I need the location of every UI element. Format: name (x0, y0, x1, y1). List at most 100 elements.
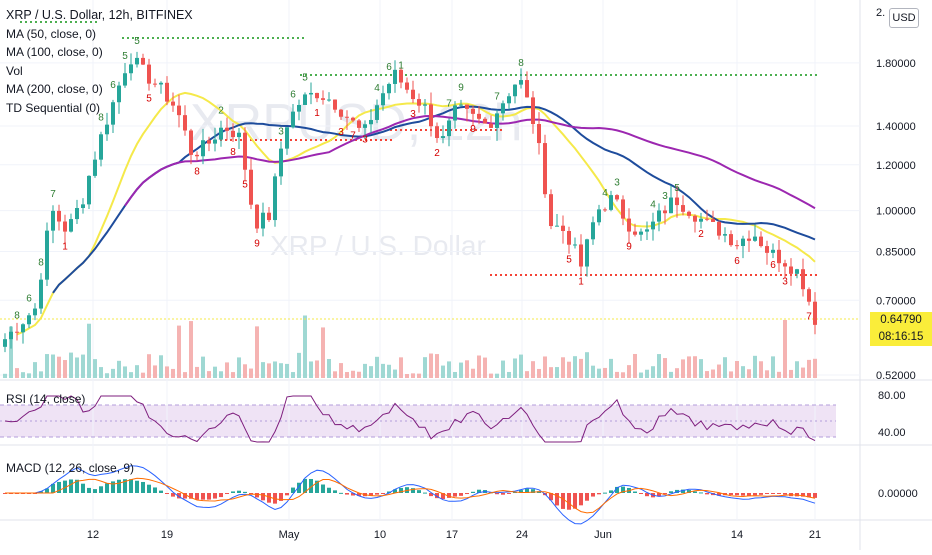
symbol-title[interactable]: XRP / U.S. Dollar, 12h, BITFINEX (6, 8, 193, 22)
td-count-label: 7 (446, 99, 452, 110)
candle-body (525, 80, 529, 98)
current-price-value: 0.64790 (880, 314, 922, 326)
candle-body (441, 136, 445, 139)
candle-body (453, 105, 457, 121)
candle-body (801, 269, 805, 290)
macd-histogram-bar (597, 493, 601, 495)
candle-body (759, 236, 763, 247)
td-count-label: 5 (242, 180, 248, 191)
rsi-pane[interactable] (4, 395, 816, 443)
volume-bar (411, 373, 415, 378)
candle-body (255, 204, 259, 229)
macd-histogram-bar (111, 481, 115, 493)
td-count-label: 6 (26, 293, 32, 304)
volume-bar (705, 371, 709, 378)
volume-bar (129, 372, 133, 378)
volume-bar (561, 357, 565, 378)
macd-histogram-bar (195, 493, 199, 500)
volume-bar (441, 365, 445, 378)
currency-badge[interactable]: USD (889, 8, 919, 28)
macd-histogram-bar (717, 493, 721, 496)
volume-bar (789, 369, 793, 378)
macd-histogram-bar (135, 480, 139, 493)
volume-bar (213, 366, 217, 378)
indicator-ma50[interactable]: MA (50, close, 0) (6, 26, 97, 41)
volume-bar (45, 354, 49, 378)
macd-tick-label: 0.00000 (878, 488, 918, 500)
volume-bar (549, 367, 553, 378)
ma200-line (124, 114, 816, 210)
candle-body (81, 204, 85, 209)
macd-pane[interactable] (3, 465, 817, 525)
macd-histogram-bar (669, 491, 673, 493)
candles[interactable] (3, 51, 817, 353)
price-tick-label: 0.52000 (876, 370, 916, 382)
volume-bar (555, 367, 559, 378)
volume-bar (387, 364, 391, 378)
macd-label[interactable]: MACD (12, 26, close, 9) (6, 461, 135, 475)
candle-body (57, 210, 61, 222)
candle-body (363, 124, 367, 128)
td-count-label: 2 (698, 229, 704, 240)
macd-histogram-bar (123, 479, 127, 493)
candle-body (675, 197, 679, 206)
macd-histogram-bar (801, 493, 805, 497)
candle-body (753, 236, 757, 241)
volume-bar (525, 371, 529, 378)
macd-histogram-bar (357, 493, 361, 496)
indicator-ma100[interactable]: MA (100, close, 0) (6, 45, 103, 59)
candle-body (567, 230, 571, 245)
candle-body (699, 218, 703, 222)
rsi-label[interactable]: RSI (14, close) (6, 392, 86, 406)
indicator-vol[interactable]: Vol (6, 63, 23, 78)
td-count-label: 6 (290, 90, 296, 101)
volume-bar (597, 368, 601, 378)
macd-histogram-bar (507, 493, 511, 494)
time-tick-label: Jun (594, 529, 612, 541)
candle-body (603, 209, 607, 211)
indicator-ma200[interactable]: MA (200, close, 0) (6, 82, 103, 96)
macd-histogram-bar (741, 493, 745, 496)
candle-body (351, 117, 355, 121)
candle-body (417, 99, 421, 106)
volume-bar (459, 362, 463, 378)
volume-bar (543, 356, 547, 378)
volume-bar (765, 370, 769, 378)
volume-bar (783, 319, 787, 378)
macd-histogram-bar (561, 493, 565, 509)
volume-bar (453, 371, 457, 378)
candle-body (357, 120, 361, 128)
candle-body (501, 103, 505, 114)
macd-histogram-bar (81, 483, 85, 493)
price-tick-label: 0.85000 (876, 246, 916, 258)
td-count-label: 3 (362, 134, 368, 145)
macd-histogram-bar (531, 489, 535, 493)
price-tick-label: 1.00000 (876, 206, 916, 218)
candle-body (633, 231, 637, 235)
macd-histogram-bar (771, 493, 775, 494)
macd-histogram-bar (207, 493, 211, 500)
volume-bar (381, 363, 385, 378)
volume-bar (141, 372, 145, 378)
candle-body (477, 113, 481, 119)
macd-histogram-bar (153, 487, 157, 493)
macd-histogram-bar (279, 493, 283, 501)
volume-bar (351, 370, 355, 378)
candle-body (489, 123, 493, 128)
candle-body (519, 80, 523, 85)
volume-bar (369, 366, 373, 378)
volume-bar (189, 321, 193, 378)
candle-body (405, 82, 409, 90)
volume-bar (567, 361, 571, 378)
candle-body (207, 140, 211, 144)
macd-histogram-bar (165, 493, 169, 494)
candle-body (129, 64, 133, 74)
indicator-td-sequential[interactable]: TD Sequential (0) (6, 100, 101, 115)
td-count-label: 9 (626, 242, 632, 253)
macd-histogram-bar (687, 490, 691, 493)
candle-body (93, 159, 97, 176)
volume-bar (717, 364, 721, 378)
macd-histogram-bar (585, 493, 589, 501)
